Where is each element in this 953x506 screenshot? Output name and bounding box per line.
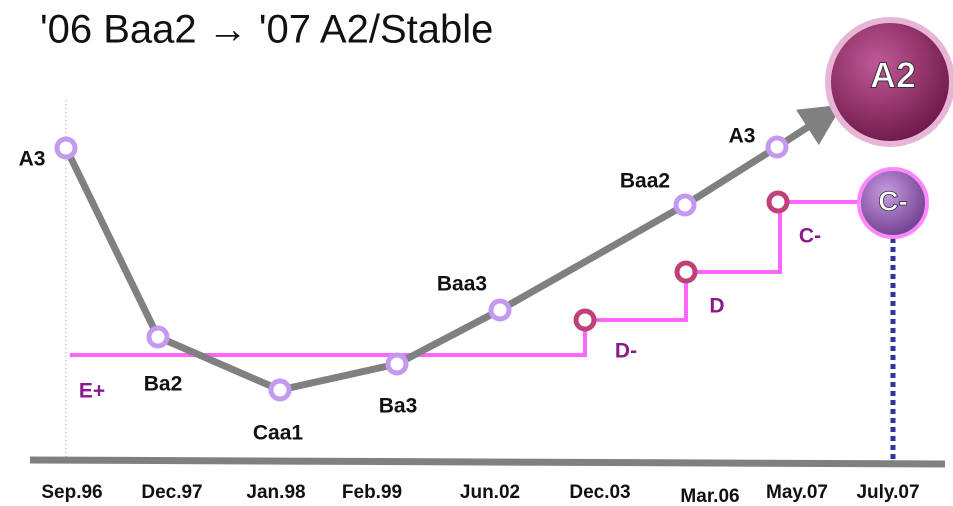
rating-label: Ba2 (144, 373, 183, 396)
step-marker (674, 260, 698, 284)
rating-label: A3 (729, 125, 756, 148)
rating-marker (765, 135, 789, 159)
timeline-label: Jun.02 (460, 482, 520, 503)
rating-label: Ba3 (379, 395, 418, 418)
target-bubble (825, 17, 953, 147)
timeline-label: Jan.98 (246, 482, 305, 503)
time-axis (29, 456, 946, 468)
rating-marker (385, 352, 409, 376)
rating-label: Baa2 (620, 170, 670, 193)
timeline-label: Feb.99 (342, 482, 402, 503)
step-label: C- (799, 225, 821, 248)
step-marker (573, 308, 597, 332)
timeline-label: Dec.97 (141, 482, 202, 503)
target-rating: A2 (870, 55, 916, 96)
step-line (70, 200, 865, 357)
rating-marker (488, 298, 512, 322)
target-step: C- (878, 185, 908, 216)
timeline-label: Mar.06 (680, 486, 739, 506)
rating-label: A3 (19, 148, 46, 171)
step-label: D (709, 295, 724, 318)
rating-line (62, 104, 843, 394)
step-label: E+ (79, 380, 105, 403)
rating-marker (673, 193, 697, 217)
timeline-label: Sep.96 (41, 482, 102, 503)
rating-label: Baa3 (437, 273, 487, 296)
timeline-label: May.07 (766, 482, 828, 503)
timeline-label: Dec.03 (569, 482, 630, 503)
step-label: D- (615, 340, 637, 363)
rating-label: Caa1 (253, 422, 304, 445)
title: '06 Baa2 → '07 A2/Stable (40, 8, 493, 52)
step-bubble (857, 167, 929, 239)
timeline-label: July.07 (856, 482, 919, 503)
rating-marker (146, 325, 170, 349)
rating-marker (268, 378, 292, 402)
step-marker (766, 190, 790, 214)
rating-marker (54, 136, 78, 160)
